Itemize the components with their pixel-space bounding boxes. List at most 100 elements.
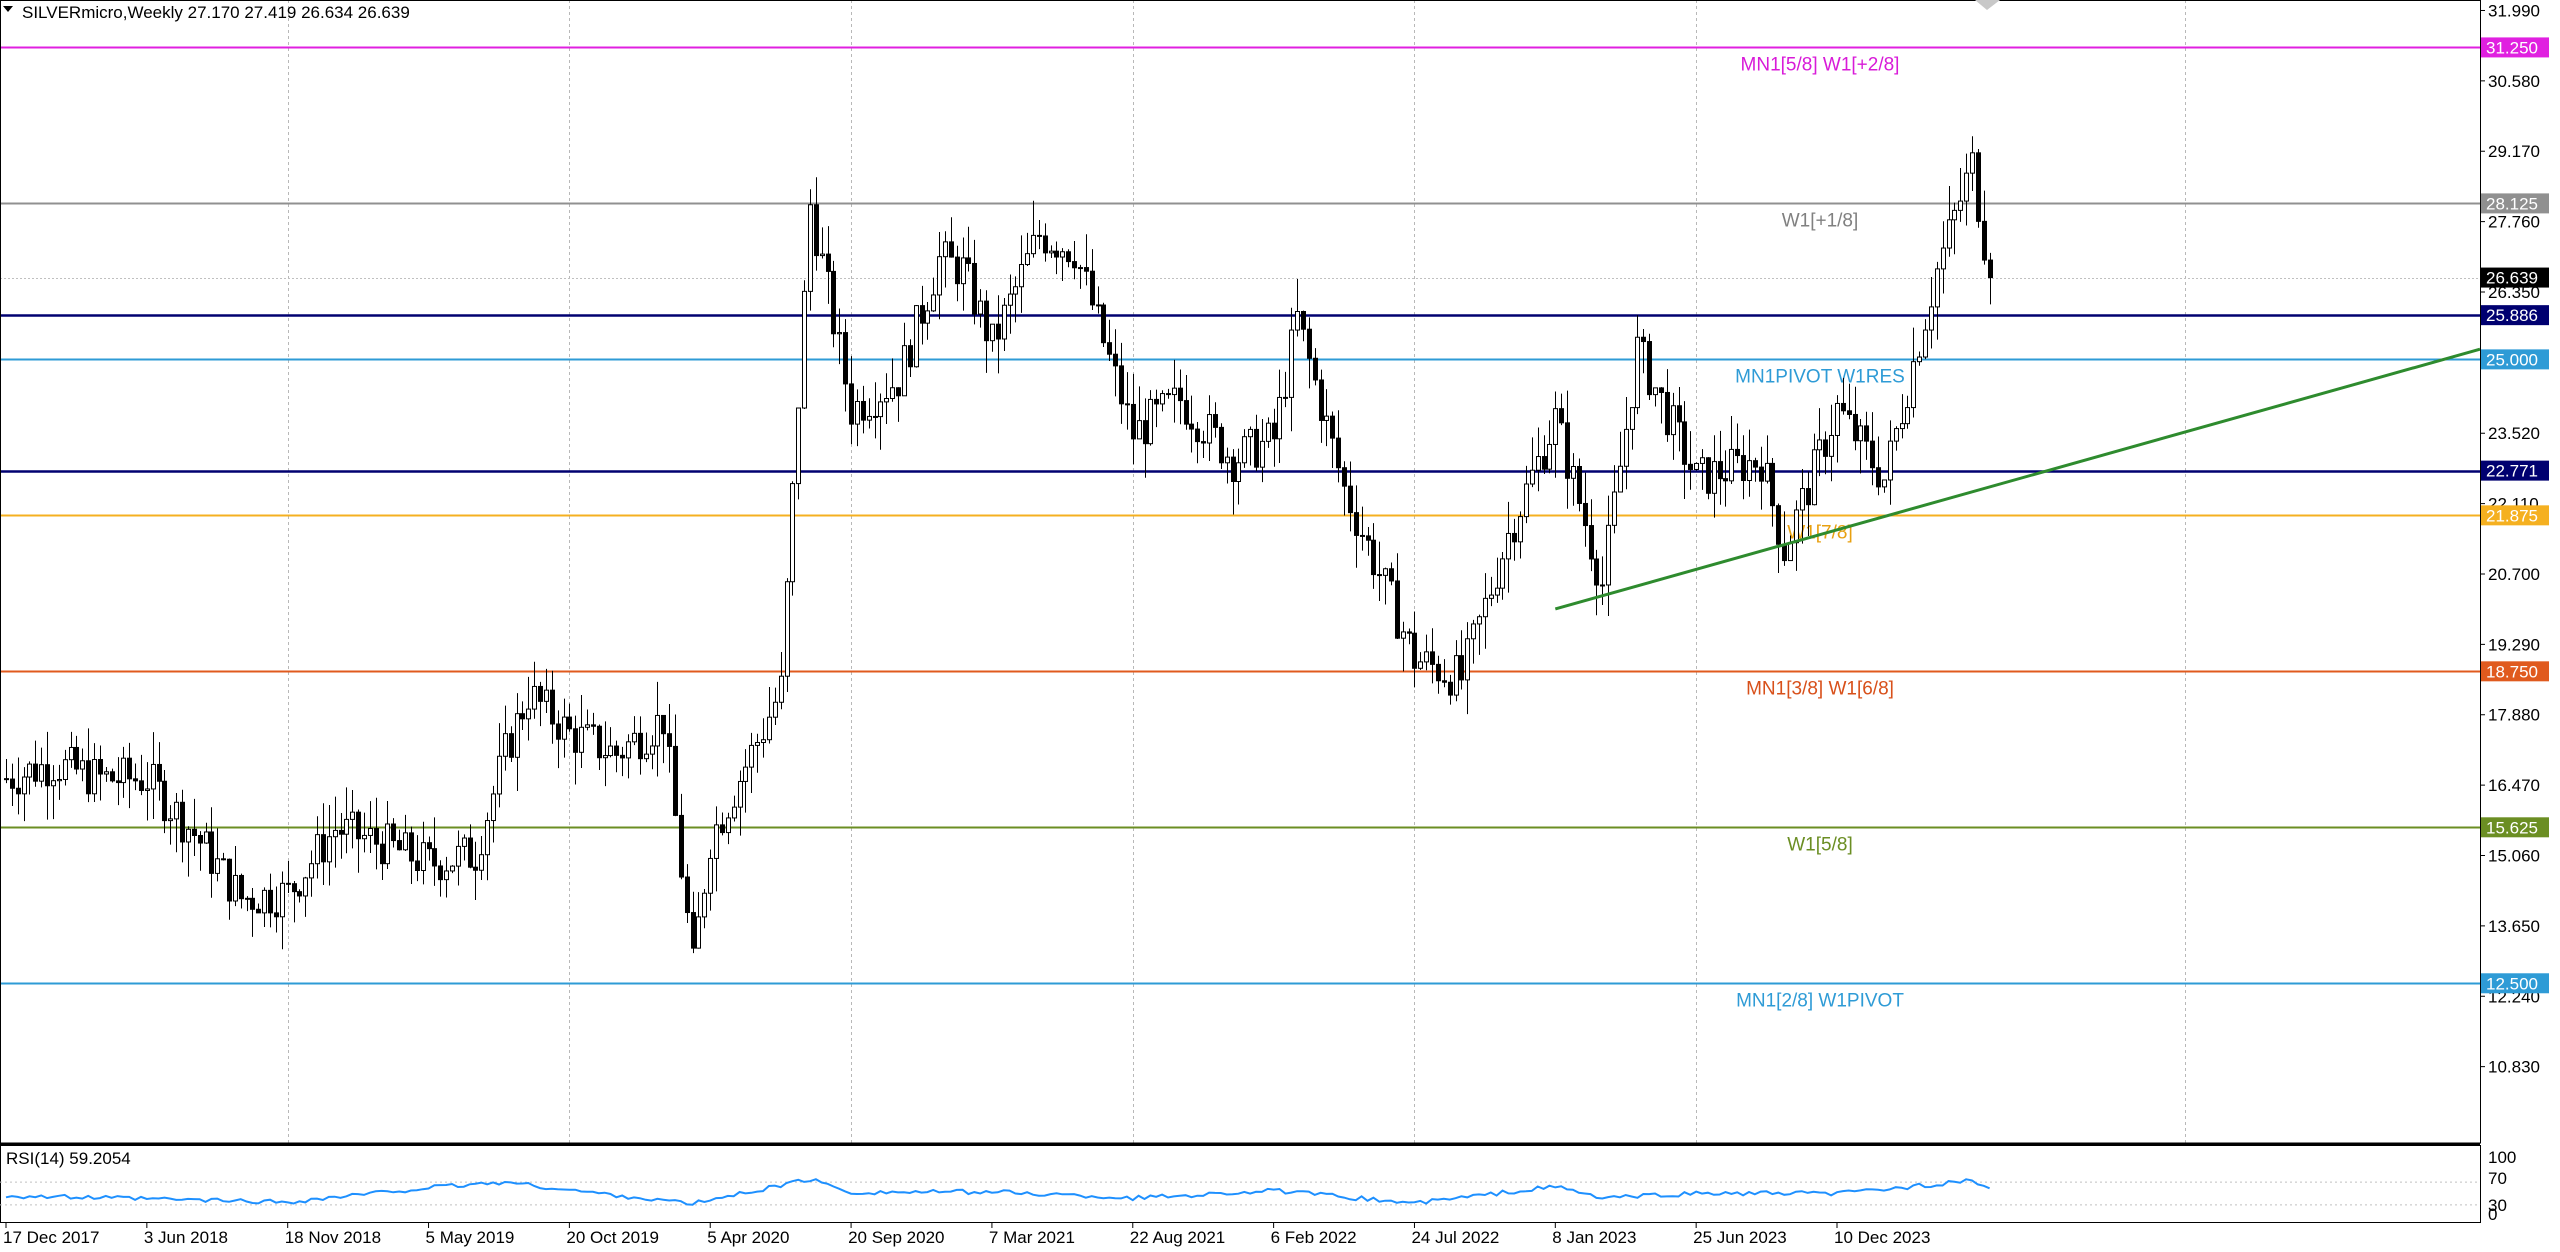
candle-body [749,744,754,768]
candle-body [679,814,684,878]
candle-body [256,908,261,914]
candle-body [1917,356,1922,363]
candle-body [673,745,678,816]
y-tick-label: 20.700 [2488,565,2540,584]
candle-body [908,345,913,368]
candle-body [867,415,872,421]
candle-body [1653,387,1658,396]
candle-body [350,811,355,820]
level-price-tag-label: 15.625 [2486,818,2538,837]
candle-body [415,860,420,871]
candle-body [1553,408,1558,445]
y-tick-label: 30.580 [2488,72,2540,91]
trendline[interactable] [1554,347,2481,611]
candle-body [732,806,737,819]
candle-body [1366,535,1371,541]
y-tick-label: 29.170 [2488,142,2540,161]
candle-body [544,689,549,702]
candle-body [69,746,74,761]
candle-body [1964,172,1969,202]
candle-body [1870,440,1875,469]
candle-body [262,889,267,914]
level-label: W1[+1/8] [1782,211,1859,232]
candle-body [479,854,484,871]
candle-body [1248,428,1253,438]
menu-arrow-icon[interactable] [3,6,13,12]
candle-body [990,323,995,342]
candle-body [1524,483,1529,518]
x-tick-label: 10 Dec 2023 [1834,1228,1930,1247]
candle-body [761,739,766,744]
candle-body [1512,532,1517,543]
candle-body [1941,247,1946,270]
candle-body [1671,405,1676,436]
candle-body [1471,623,1476,640]
candle-body [1536,456,1541,471]
candle-body [1465,638,1470,681]
candle-body [1436,663,1441,682]
level-price-tag-label: 28.125 [2486,194,2538,213]
candle-body [1360,534,1365,537]
level-lines: MN1[5/8] W1[+2/8] W1[+1/8] MN1PIVOT W1RES W… [0,46,2480,1012]
candle-body [1600,584,1605,587]
candle-body [1266,422,1271,442]
level-price-tag-label: 25.000 [2486,350,2538,369]
candle-body [702,892,707,918]
candle-body [843,332,848,385]
rsi-scale-label: 70 [2488,1169,2507,1188]
shift-marker-icon[interactable] [1975,0,2000,10]
candle-body [1694,462,1699,470]
candle-body [368,828,373,836]
level-label: MN1PIVOT W1RES [1735,367,1905,388]
candle-body [116,780,121,784]
candle-body [1025,253,1030,266]
candle-body [1301,310,1306,330]
candle-body [925,310,930,324]
candle-body [1894,428,1899,442]
candle-body [532,685,537,710]
candle-body [614,745,619,756]
candle-body [1295,310,1300,331]
candle-body [1706,457,1711,494]
candle-body [1213,414,1218,428]
candle-body [1947,219,1952,249]
candle-body [4,778,9,781]
candle-body [1765,462,1770,482]
candle-body [931,294,936,312]
candle-body [139,780,144,791]
candle-body [878,401,883,418]
candle-body [720,824,725,834]
rsi-scale-label: 100 [2488,1148,2516,1167]
candle-body [1078,267,1083,270]
level-price-tag-label: 25.886 [2486,306,2538,325]
candle-body [632,732,637,743]
level-price-tag [2481,193,2549,214]
level-price-tag-label: 31.250 [2486,38,2538,57]
candle-body [503,733,508,757]
candle-body [297,891,302,897]
candle-body [1002,304,1007,340]
candle-body [896,387,901,397]
candle-body [1970,152,1975,174]
candle-body [1823,439,1828,457]
candle-body [497,755,502,795]
candle-body [1835,402,1840,436]
candle-body [1236,462,1241,483]
candle-body [86,760,91,795]
x-tick-label: 3 Jun 2018 [144,1228,228,1247]
candle-body [1688,463,1693,470]
candle-body [1219,426,1224,464]
level-price-tag [2481,37,2549,58]
candle-body [726,817,731,834]
level-price-tag [2481,349,2549,370]
x-axis: 17 Dec 2017 3 Jun 2018 18 Nov 2018 5 May 20… [3,1222,1930,1247]
candle-body [902,345,907,397]
candle-body [1283,396,1288,399]
candle-body [1319,379,1324,421]
candle-body [1571,466,1576,479]
candle-body [1542,456,1547,470]
candle-body [585,724,590,728]
candle-body [1782,543,1787,562]
